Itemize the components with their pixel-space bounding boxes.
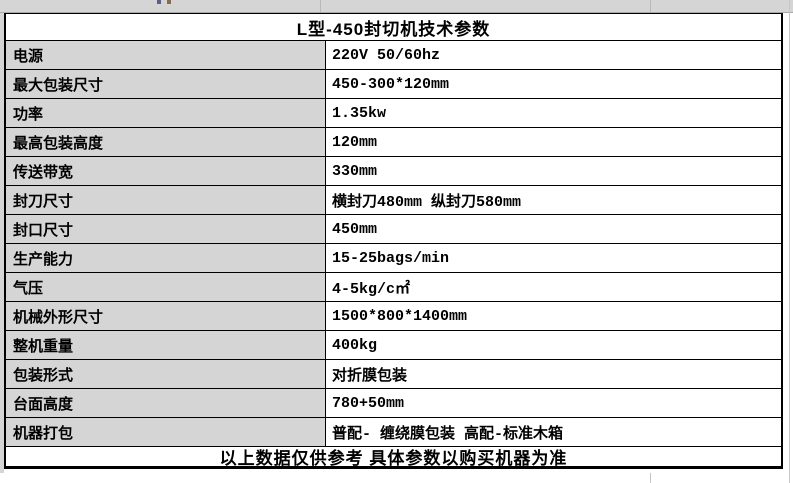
table-row: 机械外形尺寸 1500*800*1400mm [6,302,781,331]
spec-label-cell[interactable]: 气压 [6,273,326,301]
spec-label-cell[interactable]: 封口尺寸 [6,215,326,243]
spec-label-cell[interactable]: 最高包装高度 [6,128,326,156]
column-divider [650,0,651,12]
table-row: 包装形式 对折膜包装 [6,360,781,389]
spec-value-cell[interactable]: 450-300*120mm [326,70,781,98]
spec-label-cell[interactable]: 台面高度 [6,389,326,417]
table-row: 最大包装尺寸 450-300*120mm [6,70,781,99]
spec-label-cell[interactable]: 生产能力 [6,244,326,272]
table-row: 气压 4-5kg/c㎡ [6,273,781,302]
spec-value-cell[interactable]: 4-5kg/c㎡ [326,273,781,301]
spec-value-cell[interactable]: 220V 50/60hz [326,41,781,69]
row-header-gutter [0,13,4,473]
spec-value-cell[interactable]: 普配- 缠绕膜包装 高配-标准木箱 [326,418,781,446]
table-row: 电源 220V 50/60hz [6,41,781,70]
sheet-gridline [650,473,651,483]
clipped-header-glyph [157,0,161,4]
spec-label-cell[interactable]: 整机重量 [6,331,326,359]
table-row: 功率 1.35kw [6,99,781,128]
spec-label-cell[interactable]: 包装形式 [6,360,326,388]
parameter-table: L型-450封切机技术参数 电源 220V 50/60hz 最大包装尺寸 450… [4,13,783,469]
spec-value-cell[interactable]: 450mm [326,215,781,243]
table-title-cell[interactable]: L型-450封切机技术参数 [6,13,781,41]
spec-value-cell[interactable]: 780+50mm [326,389,781,417]
spec-value-cell[interactable]: 1500*800*1400mm [326,302,781,330]
spec-value-cell[interactable]: 1.35kw [326,99,781,127]
table-row: 生产能力 15-25bags/min [6,244,781,273]
spec-label-cell[interactable]: 机械外形尺寸 [6,302,326,330]
table-row: 机器打包 普配- 缠绕膜包装 高配-标准木箱 [6,418,781,447]
spec-value-cell[interactable]: 120mm [326,128,781,156]
table-row: 封刀尺寸 横封刀480mm 纵封刀580mm [6,186,781,215]
spec-label-cell[interactable]: 封刀尺寸 [6,186,326,214]
spec-label-cell[interactable]: 传送带宽 [6,157,326,185]
spec-value-cell[interactable]: 330mm [326,157,781,185]
spec-label-cell[interactable]: 最大包装尺寸 [6,70,326,98]
footer-note-cell[interactable]: 以上数据仅供参考 具体参数以购买机器为准 [6,447,781,469]
clipped-header-glyph [167,0,171,4]
spec-value-cell[interactable]: 15-25bags/min [326,244,781,272]
table-row: 台面高度 780+50mm [6,389,781,418]
table-row: 传送带宽 330mm [6,157,781,186]
column-header-strip [0,0,793,13]
spec-value-cell[interactable]: 400kg [326,331,781,359]
spec-label-cell[interactable]: 机器打包 [6,418,326,446]
table-row: 封口尺寸 450mm [6,215,781,244]
spec-label-cell[interactable]: 功率 [6,99,326,127]
spec-value-cell[interactable]: 横封刀480mm 纵封刀580mm [326,186,781,214]
spec-value-cell[interactable]: 对折膜包装 [326,360,781,388]
sheet-gridline [789,0,790,483]
column-divider [320,0,321,12]
table-row: 最高包装高度 120mm [6,128,781,157]
table-row: 整机重量 400kg [6,331,781,360]
spec-label-cell[interactable]: 电源 [6,41,326,69]
